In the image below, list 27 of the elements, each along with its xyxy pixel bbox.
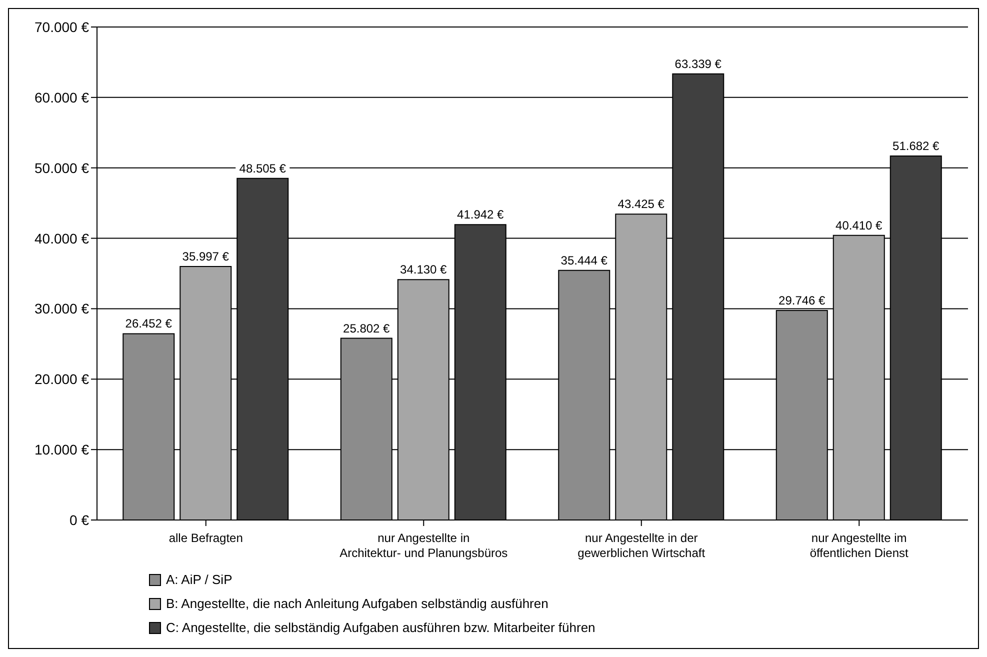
data-label: 63.339 € <box>674 56 722 71</box>
y-tick-label: 70.000 € <box>34 18 90 35</box>
x-tick-label: alle Befragten <box>168 531 243 545</box>
data-label: 48.505 € <box>239 161 286 176</box>
y-tick-label: 10.000 € <box>34 442 90 458</box>
data-label: 51.682 € <box>892 139 940 154</box>
y-tick-label: 30.000 € <box>34 300 90 317</box>
x-tick-label: nur Angestellte in der gewerblichen Wirtschaft <box>578 531 706 560</box>
x-tick-label: nur Angestellte in Architektur- und Planungsbüros <box>340 531 508 560</box>
data-label: 25.802 € <box>343 321 390 336</box>
data-label: 35.997 € <box>182 249 230 264</box>
y-tick-label: 50.000 € <box>34 160 90 176</box>
legend-label: C: Angestellte, die selbständig Aufgaben ausführen bzw. Mitarbeiter führen <box>166 619 596 637</box>
y-tick-label: 60.000 € <box>34 89 90 106</box>
data-label: 34.130 € <box>400 262 448 277</box>
y-tick-label: 20.000 € <box>34 371 90 388</box>
data-label: 41.942 € <box>457 208 504 222</box>
y-tick-label: 40.000 € <box>34 230 90 246</box>
data-label: 26.452 € <box>125 316 172 331</box>
legend-label: B: Angestellte, die nach Anleitung Aufgaben selbständig ausführen <box>166 595 548 613</box>
y-tick-label: 0 € <box>70 512 90 528</box>
data-label: 43.425 € <box>618 197 665 212</box>
data-label: 40.410 € <box>836 218 883 232</box>
data-label: 29.746 € <box>778 294 826 308</box>
data-label: 35.444 € <box>560 253 608 268</box>
x-tick-label: nur Angestellte im öffentlichen Dienst <box>810 531 910 560</box>
legend-label: A: AiP / SiP <box>166 571 232 589</box>
